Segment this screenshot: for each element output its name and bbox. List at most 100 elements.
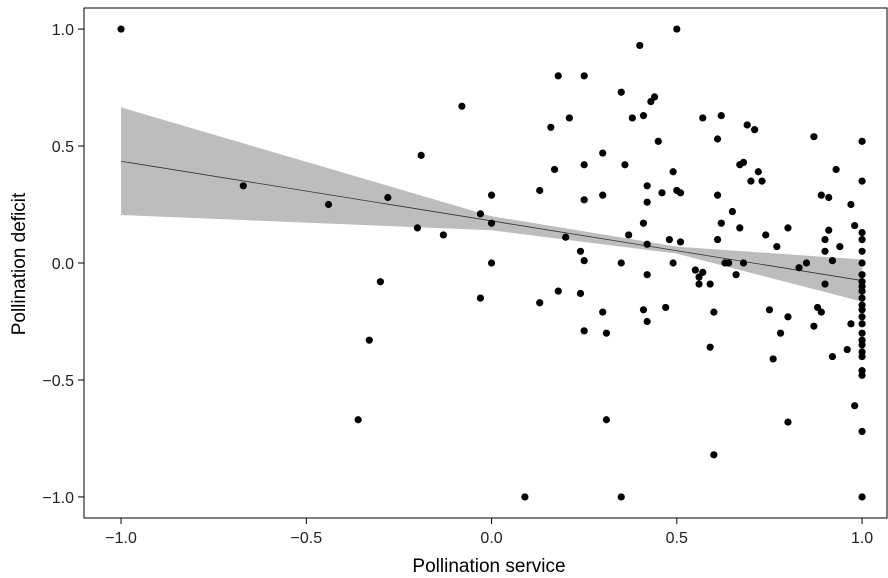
data-point <box>828 352 837 361</box>
data-point <box>658 189 666 197</box>
data-point <box>858 371 866 379</box>
data-point <box>580 72 588 80</box>
data-point <box>810 322 818 330</box>
data-point <box>117 25 125 33</box>
y-tick-label: 0.0 <box>52 256 74 273</box>
data-point <box>743 121 751 129</box>
data-point <box>713 135 722 143</box>
data-point <box>580 327 588 335</box>
data-point <box>602 329 611 337</box>
data-point <box>239 182 247 190</box>
data-point <box>769 355 777 363</box>
data-point <box>536 299 544 307</box>
x-tick-label: 0.0 <box>480 530 502 547</box>
data-point <box>858 313 866 321</box>
data-point <box>580 196 588 204</box>
data-point <box>706 343 714 351</box>
data-point <box>706 280 714 288</box>
data-point <box>669 168 677 176</box>
data-point <box>713 236 722 244</box>
data-point <box>784 418 792 426</box>
data-point <box>851 221 859 230</box>
data-point <box>758 177 766 185</box>
y-tick-label: −0.5 <box>42 373 74 390</box>
x-tick-label: 1.0 <box>851 530 873 547</box>
data-point <box>554 287 562 295</box>
axes-layer: −1.0 −0.5 0.0 0.5 1.0 −1.0 −0.5 0.0 0.5 1.0 <box>42 7 888 547</box>
data-point <box>739 259 748 267</box>
confidence-band <box>121 107 863 302</box>
data-point <box>795 264 803 272</box>
data-point <box>858 271 866 279</box>
data-point <box>710 308 718 316</box>
data-point <box>732 271 740 279</box>
data-point <box>617 259 625 267</box>
data-point <box>650 93 659 101</box>
data-point <box>858 287 866 295</box>
data-point <box>691 266 699 274</box>
data-point <box>699 268 707 276</box>
data-point <box>676 189 685 197</box>
data-point <box>547 123 555 131</box>
data-point <box>643 240 651 248</box>
data-point <box>821 280 829 288</box>
data-point <box>487 259 496 267</box>
data-point <box>828 257 837 265</box>
data-point <box>417 151 425 159</box>
data-point <box>521 493 529 501</box>
data-point <box>836 243 844 251</box>
x-tick-label: 0.5 <box>666 530 688 547</box>
data-point <box>576 247 585 255</box>
data-point <box>324 200 333 209</box>
data-point <box>487 219 496 227</box>
data-point <box>562 233 570 241</box>
data-point <box>439 231 447 239</box>
data-point <box>580 257 588 265</box>
data-point <box>669 259 677 267</box>
data-point <box>736 224 744 232</box>
data-point <box>713 191 722 199</box>
data-point <box>725 259 733 267</box>
x-axis-label: Pollination service <box>412 556 565 577</box>
data-point <box>843 345 851 354</box>
data-point <box>832 165 840 174</box>
data-point <box>365 336 373 344</box>
data-point <box>817 191 825 199</box>
data-point <box>662 303 670 312</box>
data-point <box>784 224 792 232</box>
data-point <box>825 193 833 202</box>
y-tick-label: 0.5 <box>52 139 74 156</box>
x-tick-label: −1.0 <box>105 530 137 547</box>
data-point <box>751 126 759 134</box>
data-point <box>858 329 866 337</box>
data-point <box>858 352 866 361</box>
data-point <box>858 493 866 501</box>
data-point <box>858 228 866 237</box>
data-point <box>487 191 496 199</box>
data-point <box>599 191 607 199</box>
data-point <box>858 427 866 436</box>
data-point <box>717 219 725 227</box>
data-point <box>636 41 644 50</box>
data-point <box>599 308 607 316</box>
data-point <box>576 289 585 298</box>
data-point <box>625 231 633 239</box>
data-point <box>858 236 866 244</box>
data-point <box>621 161 629 169</box>
data-point <box>851 402 859 410</box>
data-point <box>858 177 866 185</box>
data-point <box>643 198 651 206</box>
data-point <box>554 72 562 80</box>
data-point <box>847 320 855 328</box>
data-point <box>599 149 607 157</box>
data-point <box>617 493 625 501</box>
data-point <box>858 247 866 255</box>
data-point <box>639 112 648 120</box>
data-point <box>536 186 544 195</box>
y-axis-label: Pollination deficit <box>9 192 30 335</box>
data-point <box>643 317 651 326</box>
data-point <box>784 313 792 321</box>
points-layer <box>117 25 866 501</box>
confidence-band-layer <box>121 107 863 302</box>
